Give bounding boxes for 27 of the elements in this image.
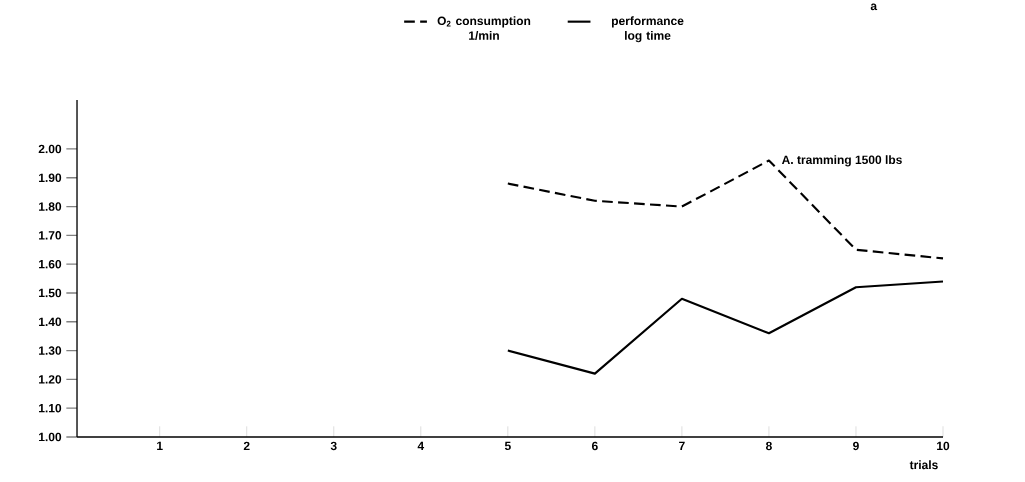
- x-tick-label: 1: [157, 441, 163, 450]
- x-tick-label: 5: [504, 441, 511, 451]
- legend-label: O$_{2}$ consumption 1/min: [437, 16, 531, 40]
- x-tick-label: 4: [417, 441, 425, 450]
- annotation: A. tramming 1500 lbs: [781, 155, 902, 167]
- x-tick-label: 7: [679, 441, 685, 450]
- y-tick-label: 1.50: [39, 288, 62, 298]
- legend-label: performance log time: [611, 16, 684, 43]
- x-tick-label: 6: [591, 441, 598, 451]
- x-tick-label: 8: [765, 441, 772, 451]
- x-tick-label: 3: [330, 441, 337, 451]
- x-tick-label: 2: [243, 441, 250, 451]
- line-series: [506, 280, 945, 375]
- x-axis-title: trials: [909, 460, 938, 470]
- y-tick-label: 1.60: [39, 259, 62, 269]
- text: a: [870, 3, 878, 11]
- y-tick-label: 1.80: [39, 202, 62, 211]
- y-tick-label: 1.40: [39, 317, 62, 327]
- y-tick-label: 1.20: [39, 375, 62, 384]
- x-tick-label: 9: [853, 441, 859, 451]
- y-tick-label: 1.70: [39, 231, 62, 240]
- x-tick-label: 10: [937, 441, 950, 451]
- y-tick-label: 1.00: [39, 432, 62, 442]
- y-tick-label: 1.90: [39, 173, 62, 183]
- y-tick-label: 1.10: [39, 403, 62, 413]
- y-tick-label: 2.00: [38, 144, 62, 154]
- y-tick-label: 1.30: [39, 346, 62, 355]
